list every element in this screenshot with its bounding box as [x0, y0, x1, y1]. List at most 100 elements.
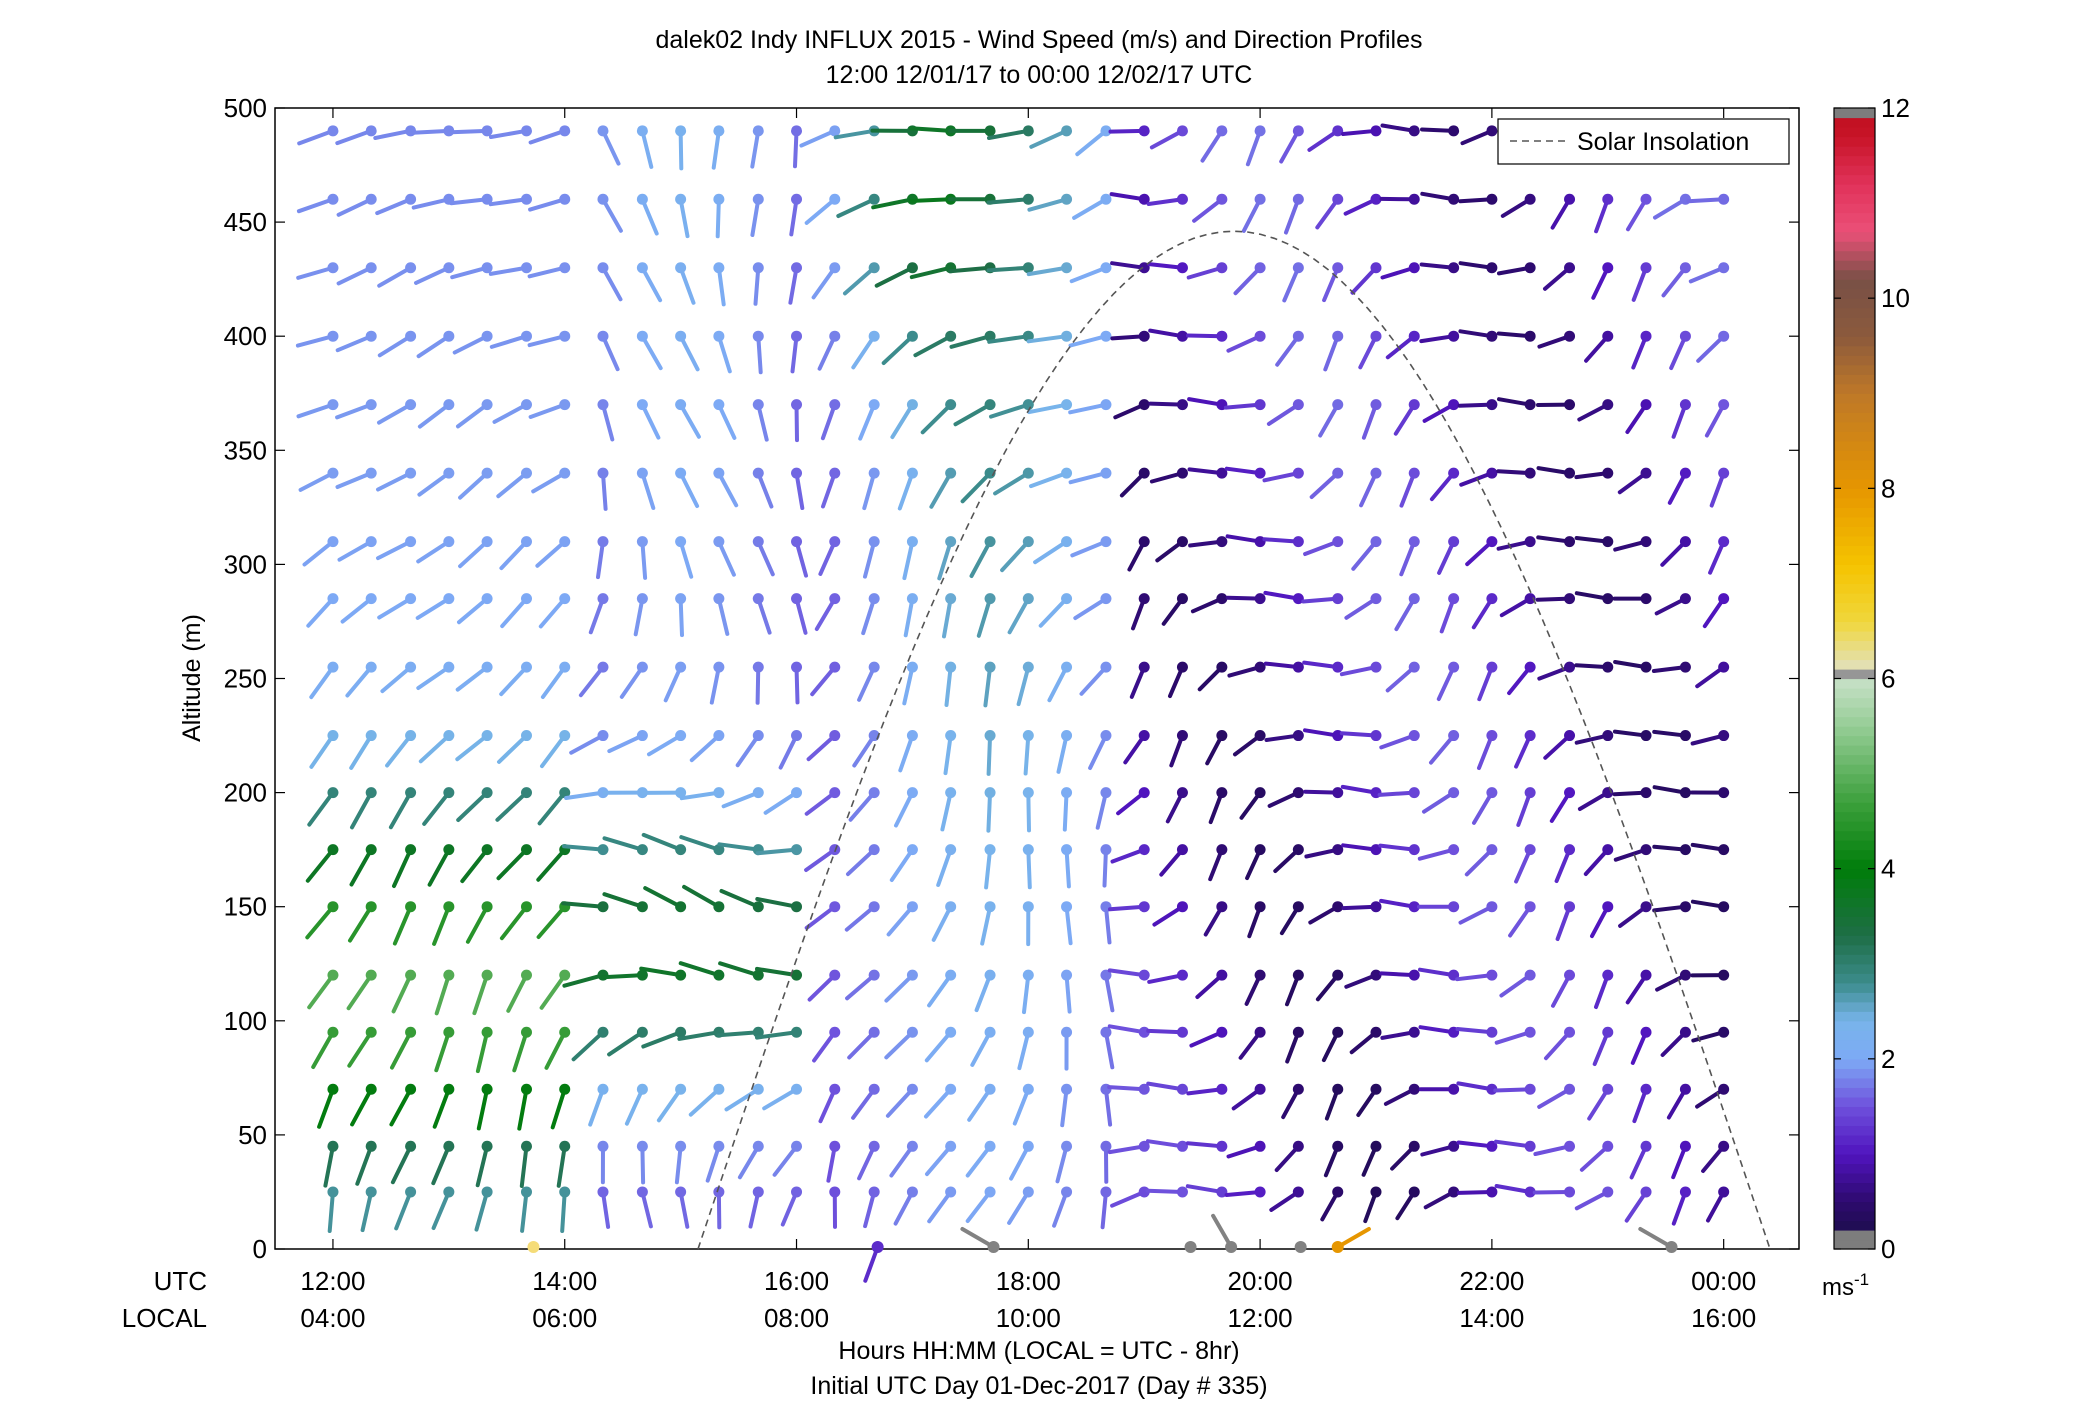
wind-barb-shaft	[1022, 973, 1031, 1015]
wind-barb-shaft	[1026, 847, 1032, 890]
wind-barb-shaft	[1544, 1030, 1572, 1061]
wind-barb-shaft	[496, 847, 529, 881]
wind-barb-dot	[1138, 901, 1150, 913]
wind-barb-dot	[481, 901, 493, 913]
wind-barb-dot	[1370, 467, 1382, 479]
y-tick-label: 50	[238, 1120, 267, 1150]
wind-barb-dot	[752, 399, 764, 411]
wind-barb-dot	[829, 193, 841, 205]
colorbar-stripe	[1834, 1201, 1875, 1212]
wind-barb	[1208, 787, 1228, 825]
colorbar-stripe	[1834, 279, 1875, 290]
wind-barb	[884, 969, 918, 1003]
wind-barb-dot	[1138, 330, 1150, 342]
wind-barb	[506, 969, 532, 1013]
wind-barb	[821, 467, 841, 509]
wind-barb-dot	[520, 787, 532, 799]
wind-barb-dot	[1100, 399, 1112, 411]
wind-barb-dot	[1602, 467, 1614, 479]
wind-barb-shaft	[388, 790, 413, 830]
wind-barb-dot	[791, 969, 803, 981]
wind-barb	[1380, 262, 1420, 280]
wind-barb-dot	[1718, 901, 1730, 913]
wind-barb	[492, 399, 532, 424]
wind-barb-dot	[1332, 787, 1344, 799]
wind-barb-shaft	[1629, 1144, 1649, 1180]
wind-barb-dot	[1524, 593, 1536, 605]
wind-barb-shaft	[544, 1030, 567, 1070]
wind-barb-shaft	[987, 334, 1031, 344]
wind-barb	[886, 901, 918, 937]
wind-barb-shaft	[1514, 847, 1533, 884]
wind-barb-dot	[1408, 787, 1420, 799]
wind-barb	[1583, 844, 1614, 876]
wind-barb-shaft	[1052, 1189, 1069, 1228]
colorbar-stripe	[1834, 1049, 1875, 1060]
wind-barb	[810, 661, 841, 697]
wind-barb	[1496, 330, 1536, 342]
wind-barb-shaft	[347, 1030, 374, 1068]
surface-point	[960, 1227, 1000, 1253]
colorbar-stripe	[1834, 992, 1875, 1003]
wind-barb-dot	[443, 467, 455, 479]
wind-barb-shaft	[1477, 665, 1494, 702]
wind-barb-shaft	[1109, 192, 1147, 202]
wind-barb-dot	[327, 399, 339, 411]
wind-barb-dot	[713, 901, 725, 913]
wind-barb	[949, 330, 996, 349]
wind-barb-shaft	[748, 1189, 761, 1229]
wind-barb-dot	[868, 193, 880, 205]
wind-barb-shaft	[924, 1030, 953, 1063]
wind-barb-shaft	[1000, 539, 1031, 573]
wind-barb-shaft	[716, 539, 736, 577]
wind-barb-dot	[1370, 1140, 1382, 1152]
wind-barb-shaft	[1339, 665, 1378, 677]
wind-barb-dot	[906, 730, 918, 742]
wind-barb-dot	[945, 730, 957, 742]
wind-barb	[432, 1083, 455, 1129]
surface-point	[1211, 1213, 1238, 1253]
surface-point-dot	[1665, 1241, 1678, 1253]
wind-barb-dot	[675, 730, 687, 742]
wind-barb	[925, 1140, 957, 1177]
wind-barb-shaft	[715, 197, 721, 239]
wind-barb-dot	[945, 969, 957, 981]
wind-barb-dot	[791, 1083, 803, 1095]
wind-barb-shaft	[1394, 596, 1417, 632]
wind-barb-shaft	[1340, 784, 1378, 795]
wind-barb	[788, 262, 803, 305]
wind-barb	[1577, 399, 1614, 422]
surface-point-dot	[1225, 1241, 1238, 1253]
wind-barb	[689, 730, 725, 763]
wind-barb-shaft	[750, 128, 761, 169]
wind-barb	[862, 467, 880, 511]
colorbar-stripe	[1834, 545, 1875, 556]
wind-barb-shaft	[718, 961, 761, 978]
wind-barb-dot	[597, 125, 609, 137]
wind-barb	[1159, 844, 1188, 877]
colorbar-stripe	[1834, 1134, 1875, 1146]
wind-barb	[1464, 844, 1498, 877]
wind-barb-dot	[481, 1083, 493, 1095]
wind-barb-dot	[675, 1026, 687, 1038]
wind-barb-dot	[365, 399, 377, 411]
wind-barb-dot	[945, 399, 957, 411]
wind-barb	[1303, 536, 1344, 556]
wind-barb	[475, 1140, 493, 1188]
wind-barb	[302, 536, 339, 567]
wind-barb-shaft	[1554, 847, 1572, 883]
wind-barb-shaft	[1632, 1087, 1649, 1124]
wind-barb-shaft	[474, 1189, 490, 1232]
wind-barb	[1068, 330, 1112, 348]
wind-barb	[1380, 1026, 1420, 1040]
wind-barb	[791, 399, 803, 443]
wind-barb-dot	[675, 787, 687, 799]
wind-barb-shaft	[1377, 790, 1417, 797]
wind-barb-shaft	[1147, 262, 1185, 270]
wind-barb-dot	[1254, 399, 1266, 411]
colorbar-stripe	[1834, 1077, 1875, 1088]
wind-barb-dot	[597, 399, 609, 411]
wind-barb	[974, 969, 996, 1013]
wind-barb-dot	[1718, 330, 1730, 342]
wind-barb-shaft	[756, 471, 774, 509]
